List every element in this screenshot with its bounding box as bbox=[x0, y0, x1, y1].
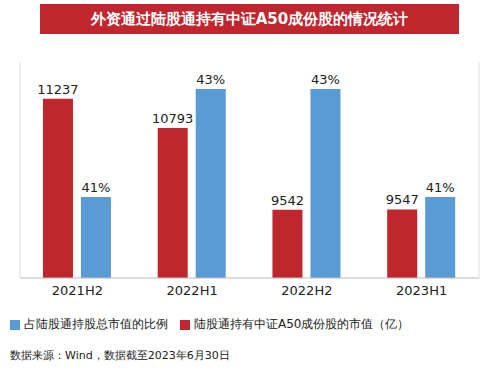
svg-text:43%: 43% bbox=[196, 72, 225, 87]
html-text:陆股通持有中证A50成份股的市值（亿）: 陆股通持有中证A50成份股的市值（亿） bbox=[194, 317, 410, 331]
html-text:数据来源：Wind，数据截至2023年6月30日: 数据来源：Wind，数据截至2023年6月30日 bbox=[10, 349, 230, 362]
svg-text:2021H2: 2021H2 bbox=[52, 283, 103, 298]
svg-text:2023H1: 2023H1 bbox=[396, 283, 447, 298]
html-text:外资通过陆股通持有中证A50成份股的情况统计: 外资通过陆股通持有中证A50成份股的情况统计 bbox=[90, 10, 409, 28]
svg-text:41%: 41% bbox=[426, 180, 455, 195]
svg-text:43%: 43% bbox=[311, 72, 340, 87]
svg-text:2022H1: 2022H1 bbox=[167, 283, 218, 298]
svg-text:41%: 41% bbox=[81, 180, 110, 195]
svg-text:9547: 9547 bbox=[386, 192, 419, 207]
svg-text:9542: 9542 bbox=[271, 193, 304, 208]
svg-text:2022H2: 2022H2 bbox=[281, 283, 332, 298]
html-text:占陆股通持股总市值的比例: 占陆股通持股总市值的比例 bbox=[24, 317, 168, 331]
svg-text:10793: 10793 bbox=[152, 111, 193, 126]
svg-text:11237: 11237 bbox=[37, 82, 78, 97]
